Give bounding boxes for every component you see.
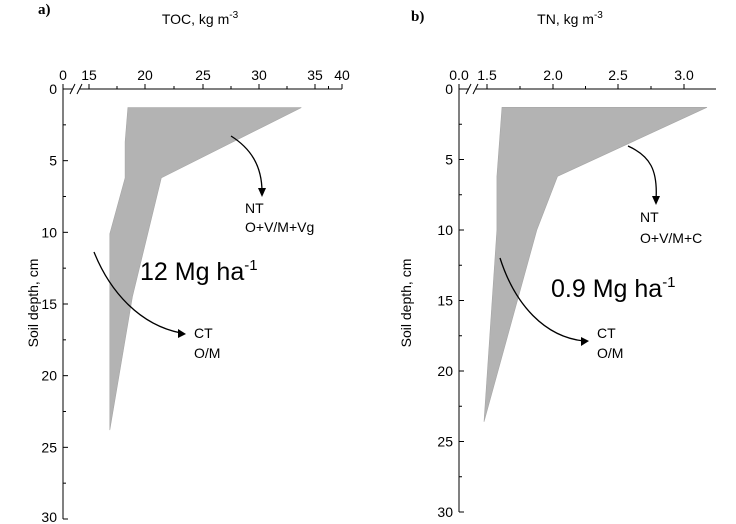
panel-b-x-tick-label: 1.5 xyxy=(477,67,497,83)
panel-a-x-axis-title-sup: -3 xyxy=(229,10,238,21)
panel-a-x-tick-label: 0 xyxy=(59,67,67,83)
panel-b-x-axis-title-text: TN, kg m xyxy=(537,11,594,27)
panel-a-stock-sup: -1 xyxy=(244,257,257,274)
panel-b-x-tick-label: 0.0 xyxy=(449,67,469,83)
panel-b-nt-arrowhead xyxy=(652,196,660,205)
panel-b-y-axis-title: Soil depth, cm xyxy=(398,259,414,348)
panel-b-nt-detail: O+V/M+C xyxy=(640,230,702,246)
panel-a-axis-break-mark xyxy=(69,83,76,95)
panel-b: b) TN, kg m-3 Soil depth, cm 0.0 1.5 2.0 2.… xyxy=(398,9,716,520)
panel-b-x-axis-title-sup: -3 xyxy=(594,10,603,21)
panel-a-x-axis-title-text: TOC, kg m xyxy=(162,11,229,27)
panel-b-x-tick-label: 3.0 xyxy=(674,67,694,83)
panel-b-ct-label: CT xyxy=(597,325,616,341)
panel-a-stock-annotation: 12 Mg ha-1 xyxy=(140,257,258,286)
panel-b-stock-sup: -1 xyxy=(662,274,675,291)
panel-b-ct-arrowhead xyxy=(581,337,589,346)
panel-b-stock-annotation: 0.9 Mg ha-1 xyxy=(551,274,676,303)
panel-b-y-tick-label: 30 xyxy=(437,504,453,520)
panel-a-y-tick-label: 5 xyxy=(49,153,57,169)
panel-a-x-axis-title: TOC, kg m-3 xyxy=(162,10,239,27)
panel-b-y-tick-label: 25 xyxy=(437,434,453,450)
panel-b-y-tick-label: 20 xyxy=(437,363,453,379)
panel-a-ct-arrowhead xyxy=(178,329,186,338)
panel-a-shaded-area xyxy=(109,107,302,431)
panel-a-y-tick-label: 20 xyxy=(41,368,57,384)
panel-a-nt-arrow xyxy=(230,135,263,193)
panel-a-x-tick-label: 25 xyxy=(195,67,211,83)
panel-a-nt-label: NT xyxy=(245,200,264,216)
panel-b-x-axis-title: TN, kg m-3 xyxy=(537,10,603,27)
panel-b-ct-arrow xyxy=(499,257,585,342)
panel-b-y-tick-label: 15 xyxy=(437,293,453,309)
panel-a-y-tick-label: 25 xyxy=(41,439,57,455)
panel-a-area-group xyxy=(109,107,302,431)
panel-a: a) TOC, kg m-3 Soil depth, cm 0 15 20 25 30 3… xyxy=(25,2,350,524)
panel-a-y-tick-label: 0 xyxy=(49,81,57,97)
panel-b-area-group xyxy=(483,107,708,422)
panel-b-x-tick-label: 2.5 xyxy=(608,67,628,83)
panel-b-nt-arrow xyxy=(627,145,657,201)
panel-a-y-tick-label: 10 xyxy=(41,224,57,240)
panel-b-y-tick-label: 10 xyxy=(437,222,453,238)
panel-a-letter: a) xyxy=(38,2,51,18)
panel-a-y-axis-title: Soil depth, cm xyxy=(25,259,41,348)
panel-a-x-tick-label: 35 xyxy=(307,67,323,83)
panel-b-nt-label: NT xyxy=(640,209,659,225)
panel-b-letter: b) xyxy=(411,9,424,25)
panel-b-axis-break-mark xyxy=(472,83,479,95)
panel-b-y-tick-label: 0 xyxy=(445,81,453,97)
panel-b-stock-text: 0.9 Mg ha xyxy=(551,275,662,303)
panel-a-x-tick-label: 20 xyxy=(137,67,153,83)
panel-b-axis-break-mark xyxy=(465,83,472,95)
panel-b-x-tick-label: 2.0 xyxy=(543,67,563,83)
panel-b-axes: 0.0 1.5 2.0 2.5 3.0 0 5 10 15 20 25 30 xyxy=(437,67,716,520)
panel-a-axis-break-mark xyxy=(76,83,83,95)
panel-a-nt-arrowhead xyxy=(258,188,266,197)
panel-b-shaded-area xyxy=(483,107,708,422)
panel-a-y-tick-label: 30 xyxy=(41,509,57,524)
panel-a-nt-detail: O+V/M+Vg xyxy=(245,219,314,235)
panel-b-y-tick-label: 5 xyxy=(445,152,453,168)
panel-a-axes: 0 15 20 25 30 35 40 0 5 10 15 20 25 30 xyxy=(41,67,350,524)
panel-a-x-tick-label: 40 xyxy=(334,67,350,83)
panel-a-ct-detail: O/M xyxy=(194,345,220,361)
panel-a-stock-text: 12 Mg ha xyxy=(140,258,244,286)
panel-a-ct-arrow xyxy=(93,251,182,334)
panel-a-y-tick-label: 15 xyxy=(41,296,57,312)
panel-a-ct-label: CT xyxy=(194,325,213,341)
panel-b-ct-detail: O/M xyxy=(597,345,623,361)
panel-a-x-tick-label: 15 xyxy=(81,67,97,83)
panel-a-x-tick-label: 30 xyxy=(251,67,267,83)
